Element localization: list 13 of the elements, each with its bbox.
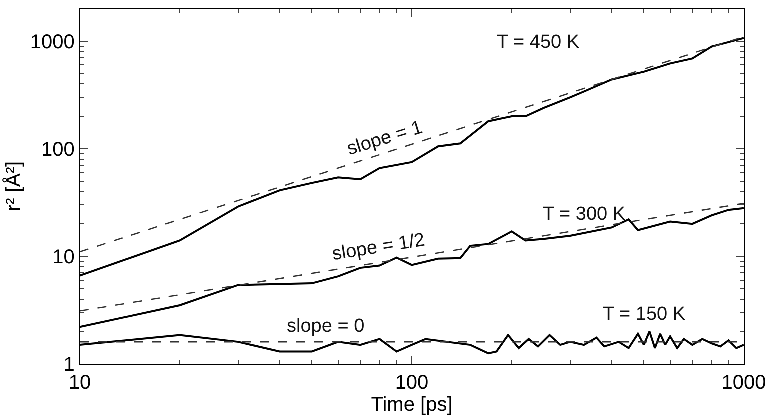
series-label: T = 150 K	[603, 304, 686, 325]
x-tick-label: 100	[395, 372, 429, 394]
y-tick-label: 1000	[30, 31, 75, 54]
series-label: slope = 0	[287, 316, 365, 337]
series-label: T = 450 K	[497, 32, 580, 53]
x-axis-title: Time [ps]	[371, 394, 453, 416]
text: slope = 1/2	[330, 230, 427, 266]
x-tick-label: 1000	[722, 372, 766, 394]
text: slope = 1	[344, 117, 426, 160]
y-tick-label: 10	[52, 246, 75, 268]
y-axis-title: r² [Å²]	[2, 162, 25, 212]
y-tick-label: 100	[42, 138, 75, 161]
series-label: T = 300 K	[543, 204, 626, 225]
